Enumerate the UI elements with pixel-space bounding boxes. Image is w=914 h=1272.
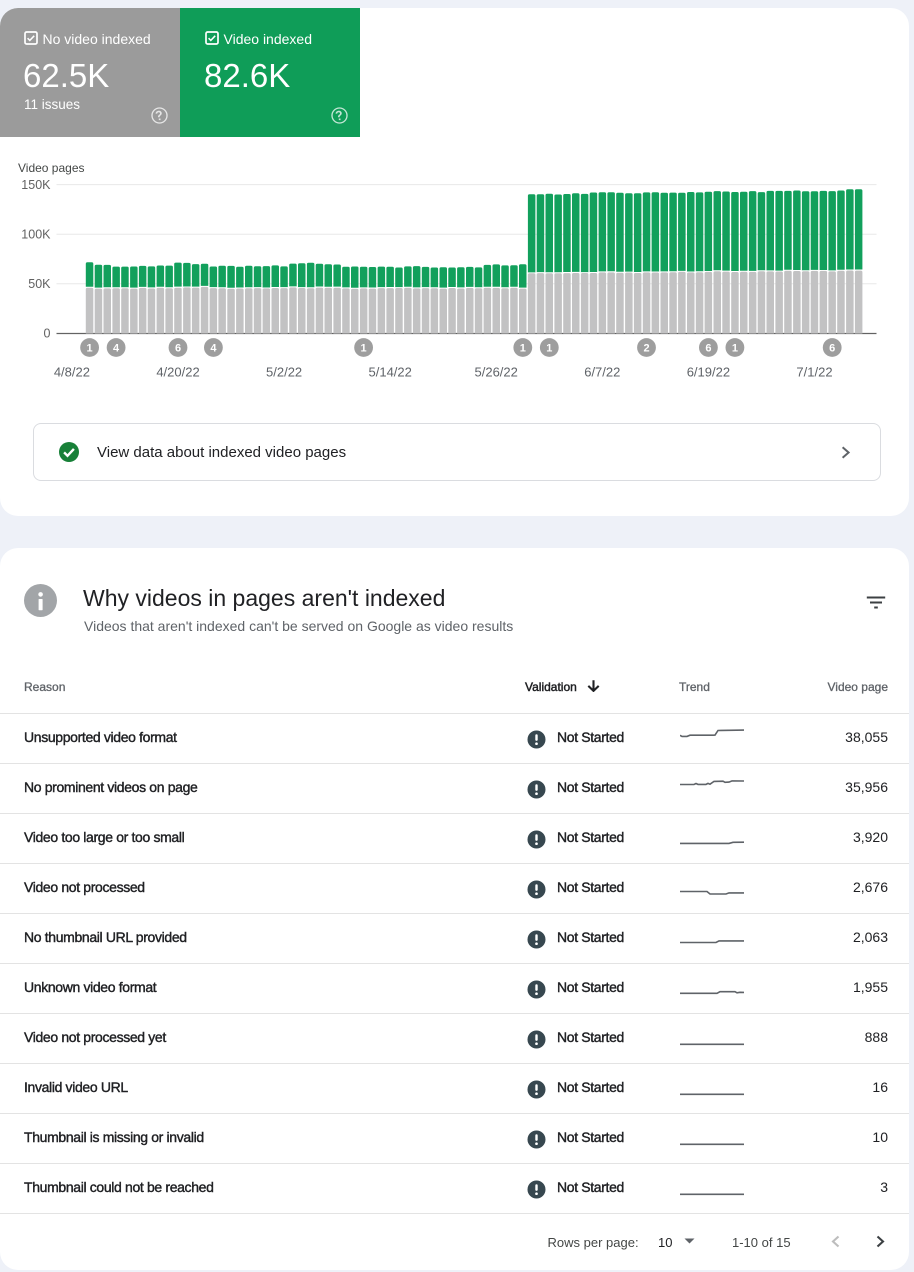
svg-text:6: 6 — [829, 342, 835, 354]
svg-text:50K: 50K — [28, 277, 51, 291]
svg-text:1: 1 — [87, 342, 93, 354]
svg-text:6: 6 — [705, 342, 711, 354]
svg-text:100K: 100K — [21, 227, 51, 241]
svg-text:4: 4 — [113, 342, 120, 354]
svg-text:1: 1 — [546, 342, 552, 354]
svg-text:150K: 150K — [21, 178, 51, 192]
svg-text:1: 1 — [520, 342, 526, 354]
svg-text:5/26/22: 5/26/22 — [475, 365, 518, 380]
svg-text:4/20/22: 4/20/22 — [156, 365, 199, 380]
svg-text:6: 6 — [175, 342, 181, 354]
svg-text:4/8/22: 4/8/22 — [54, 365, 90, 380]
svg-text:5/2/22: 5/2/22 — [266, 365, 302, 380]
svg-text:1: 1 — [361, 342, 367, 354]
svg-text:5/14/22: 5/14/22 — [369, 365, 412, 380]
svg-text:4: 4 — [210, 342, 217, 354]
svg-text:0: 0 — [44, 327, 51, 341]
svg-text:6/19/22: 6/19/22 — [687, 365, 730, 380]
svg-text:6/7/22: 6/7/22 — [584, 365, 620, 380]
svg-text:1: 1 — [732, 342, 738, 354]
svg-text:7/1/22: 7/1/22 — [796, 365, 832, 380]
svg-text:2: 2 — [643, 342, 649, 354]
